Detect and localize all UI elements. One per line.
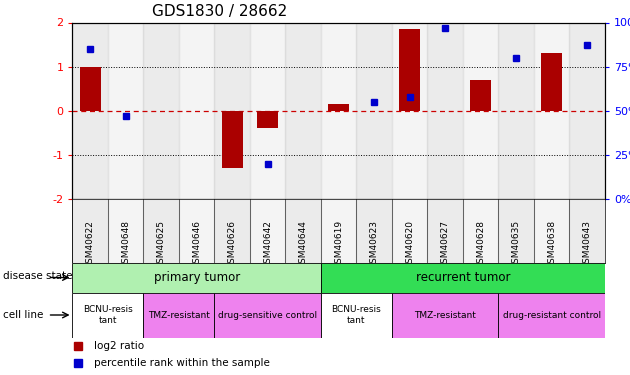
Bar: [399, 29, 420, 111]
Bar: [214, 22, 250, 199]
Bar: [357, 22, 392, 199]
Text: BCNU-resis
tant: BCNU-resis tant: [331, 305, 381, 325]
Bar: [214, 199, 250, 262]
Bar: [250, 22, 285, 199]
Bar: [427, 22, 463, 199]
Bar: [321, 22, 357, 199]
Bar: [222, 111, 243, 168]
Text: drug-resistant control: drug-resistant control: [503, 310, 600, 320]
Text: disease state: disease state: [3, 271, 72, 280]
Bar: [498, 22, 534, 199]
Bar: [72, 262, 321, 292]
Bar: [250, 199, 285, 262]
Bar: [498, 292, 605, 338]
Bar: [144, 292, 214, 338]
Bar: [392, 22, 427, 199]
Bar: [392, 199, 427, 262]
Bar: [79, 67, 101, 111]
Text: recurrent tumor: recurrent tumor: [416, 271, 510, 284]
Bar: [144, 22, 179, 199]
Text: log2 ratio: log2 ratio: [94, 341, 144, 351]
Bar: [257, 111, 278, 128]
Text: TMZ-resistant: TMZ-resistant: [414, 310, 476, 320]
Bar: [427, 199, 463, 262]
Text: percentile rank within the sample: percentile rank within the sample: [94, 358, 270, 368]
Bar: [179, 199, 214, 262]
Bar: [463, 199, 498, 262]
Bar: [285, 22, 321, 199]
Bar: [392, 292, 498, 338]
Bar: [285, 199, 321, 262]
Bar: [72, 199, 108, 262]
Text: TMZ-resistant: TMZ-resistant: [148, 310, 210, 320]
Bar: [498, 199, 534, 262]
Bar: [321, 292, 392, 338]
Bar: [214, 292, 321, 338]
Bar: [328, 104, 349, 111]
Text: primary tumor: primary tumor: [154, 271, 240, 284]
Bar: [108, 22, 144, 199]
Bar: [321, 199, 357, 262]
Bar: [541, 53, 562, 111]
Bar: [470, 80, 491, 111]
Text: drug-sensitive control: drug-sensitive control: [218, 310, 318, 320]
Text: cell line: cell line: [3, 310, 43, 320]
Text: BCNU-resis
tant: BCNU-resis tant: [83, 305, 133, 325]
Text: GDS1830 / 28662: GDS1830 / 28662: [152, 3, 287, 18]
Bar: [570, 22, 605, 199]
Bar: [534, 199, 570, 262]
Bar: [463, 22, 498, 199]
Bar: [72, 292, 144, 338]
Bar: [321, 262, 605, 292]
Bar: [108, 199, 144, 262]
Bar: [72, 22, 108, 199]
Bar: [144, 199, 179, 262]
Bar: [357, 199, 392, 262]
Bar: [534, 22, 570, 199]
Bar: [179, 22, 214, 199]
Bar: [570, 199, 605, 262]
